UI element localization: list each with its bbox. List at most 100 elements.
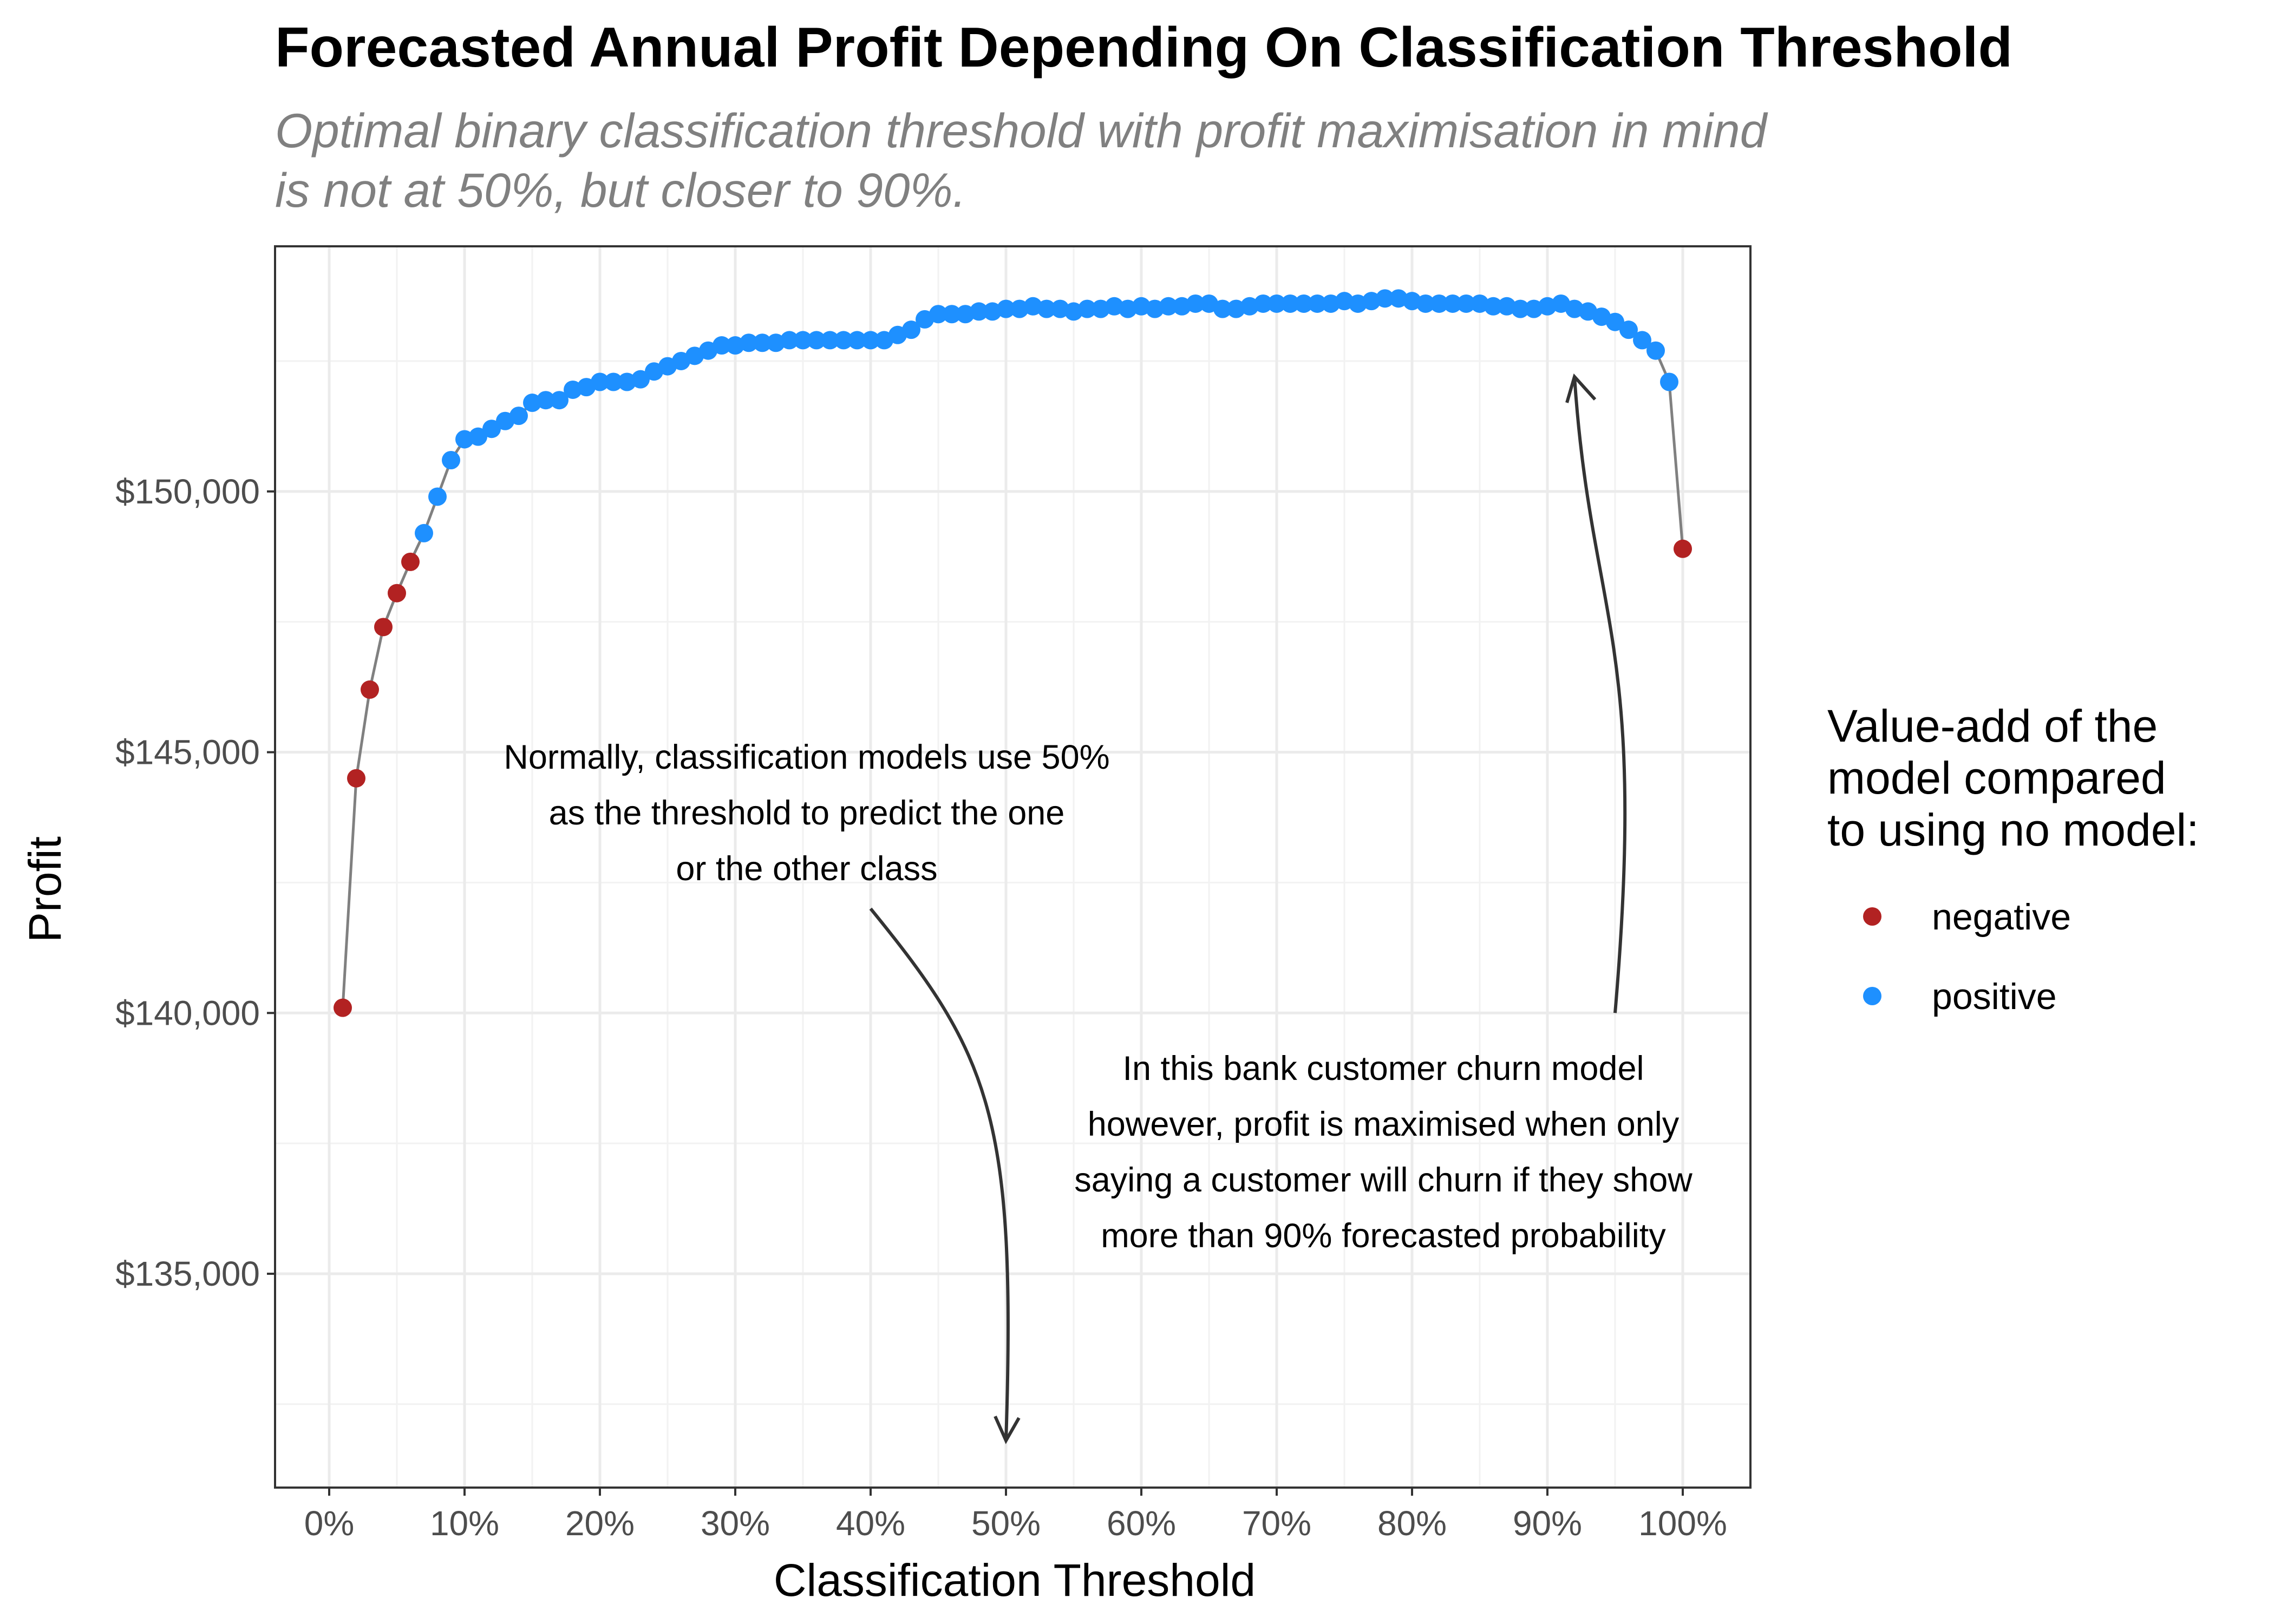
y-axis: $135,000 $140,000 $145,000 $150,000 [115, 472, 275, 1293]
x-axis-title: Classification Threshold [774, 1555, 1256, 1606]
annotation-right-line: more than 90% forecasted probability [1101, 1217, 1666, 1255]
data-point-positive [537, 391, 555, 410]
data-point-positive [442, 451, 460, 470]
annotation-left-line: as the threshold to predict the one [549, 794, 1065, 832]
x-tick-label: 70% [1242, 1504, 1311, 1543]
x-tick-label: 50% [971, 1504, 1041, 1543]
panel-background [275, 246, 1750, 1488]
legend-key-negative [1863, 907, 1881, 926]
data-point-positive [1606, 312, 1624, 331]
annotation-right-line: however, profit is maximised when only [1088, 1105, 1680, 1143]
data-point-positive [794, 331, 812, 350]
data-point-positive [1416, 294, 1435, 313]
y-tick-label: $140,000 [115, 993, 260, 1032]
x-tick-label: 90% [1513, 1504, 1582, 1543]
annotation-left-line: Normally, classification models use 50% [504, 738, 1109, 776]
plot-panel [275, 246, 1750, 1488]
x-axis: 0% 10% 20% 30% 40% 50% 60% 70% 80% 90% 100% [304, 1488, 1727, 1543]
data-point-negative [334, 998, 352, 1017]
panel-border-rect [274, 245, 1752, 1489]
data-point-positive [807, 331, 826, 350]
data-point-positive [1511, 299, 1530, 318]
y-axis-title: Profit [19, 836, 70, 942]
data-point-positive [1646, 341, 1665, 360]
data-point-positive [469, 427, 487, 446]
data-point-positive [1443, 294, 1462, 313]
y-tick-label: $150,000 [115, 472, 260, 511]
data-point-positive [861, 331, 880, 350]
data-point-positive [1430, 294, 1448, 313]
y-tick-label: $145,000 [115, 733, 260, 772]
data-point-positive [902, 320, 920, 339]
grid-major [275, 246, 1750, 1488]
data-point-positive [1633, 331, 1651, 350]
data-point-positive [591, 372, 609, 391]
data-point-positive [509, 407, 528, 425]
data-point-positive [1457, 294, 1475, 313]
data-point-positive [1037, 299, 1056, 318]
y-tick-label: $135,000 [115, 1254, 260, 1293]
legend-label-positive: positive [1932, 976, 2057, 1017]
data-point-positive [482, 420, 501, 438]
profit-points [334, 289, 1692, 1017]
legend-title-line-1: Value-add of the [1827, 700, 2158, 751]
data-point-positive [1660, 372, 1678, 391]
data-point-negative [1674, 539, 1692, 558]
data-point-negative [361, 680, 379, 699]
data-point-positive [631, 370, 650, 389]
data-point-positive [1281, 294, 1299, 313]
chart-subtitle-line-2: is not at 50%, but closer to 90%. [275, 163, 966, 217]
data-point-positive [1484, 297, 1502, 316]
data-point-positive [740, 333, 758, 352]
data-point-positive [604, 372, 623, 391]
annotation-left-arrowhead [994, 1416, 1021, 1444]
legend: Value-add of the model compared to using… [1827, 700, 2199, 1017]
data-point-positive [1295, 294, 1313, 313]
data-point-positive [780, 331, 799, 350]
data-point-positive [943, 305, 961, 324]
data-point-positive [1267, 294, 1286, 313]
data-point-positive [1159, 297, 1178, 316]
data-point-positive [1186, 294, 1205, 313]
data-point-negative [347, 769, 365, 788]
grid-minor [275, 246, 1750, 1488]
data-point-negative [374, 618, 393, 637]
chart-title: Forecasted Annual Profit Depending On Cl… [275, 16, 2012, 79]
data-point-positive [1308, 294, 1327, 313]
x-tick-label: 20% [565, 1504, 635, 1543]
data-point-positive [970, 302, 988, 321]
annotation-right-line: In this bank customer churn model [1123, 1050, 1644, 1088]
data-point-positive [1213, 299, 1232, 318]
x-tick-label: 100% [1638, 1504, 1727, 1543]
plot-border [274, 245, 1752, 1489]
data-point-positive [834, 331, 853, 350]
legend-title-line-2: model compared [1827, 752, 2166, 803]
annotation-left-arrow [869, 907, 1010, 1441]
data-point-positive [550, 391, 568, 410]
x-tick-label: 0% [304, 1504, 355, 1543]
data-point-positive [821, 331, 839, 350]
data-point-positive [997, 299, 1015, 318]
data-point-positive [415, 523, 433, 542]
x-tick-label: 40% [836, 1504, 905, 1543]
data-point-positive [929, 305, 948, 324]
x-tick-label: 30% [701, 1504, 770, 1543]
data-point-positive [428, 487, 447, 506]
data-point-positive [753, 333, 772, 352]
data-point-positive [848, 331, 866, 350]
annotation-right-line: saying a customer will churn if they sho… [1074, 1161, 1693, 1199]
annotation-left-line: or the other class [676, 850, 937, 888]
data-point-negative [388, 584, 406, 603]
data-point-positive [1254, 294, 1272, 313]
data-point-positive [1619, 320, 1638, 339]
annotation-right-arrowhead [1565, 373, 1597, 403]
annotation-right-arrow [1573, 376, 1627, 1013]
x-tick-label: 10% [430, 1504, 499, 1543]
annotations: Normally, classification models use 50% a… [504, 373, 1693, 1444]
legend-title-line-3: to using no model: [1827, 804, 2199, 855]
data-point-positive [713, 336, 731, 355]
x-tick-label: 60% [1107, 1504, 1176, 1543]
chart-subtitle-line-1: Optimal binary classification threshold … [275, 103, 1768, 158]
legend-label-negative: negative [1932, 896, 2071, 938]
